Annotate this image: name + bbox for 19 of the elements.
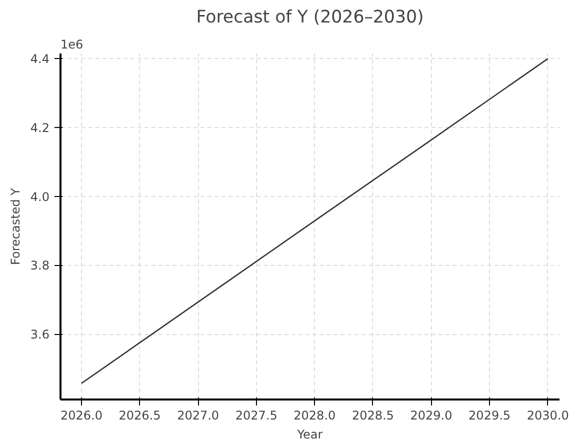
y-axis-title: Forecasted Y (8, 187, 22, 265)
x-tick-label: 2030.0 (526, 408, 569, 422)
x-tick-label: 2028.0 (294, 408, 336, 422)
x-tick-label: 2029.0 (410, 408, 452, 422)
x-tick-label: 2028.5 (352, 408, 394, 422)
y-tick-label: 3.8 (30, 258, 50, 273)
y-tick-label: 4.0 (30, 190, 50, 204)
x-tick-label: 2026.0 (60, 408, 102, 422)
line-series (80, 58, 548, 384)
y-tick-label: 4.2 (30, 121, 50, 136)
x-tick-label: 2027.5 (235, 408, 278, 422)
text: 1e6 (60, 38, 84, 52)
y-tick-label: 3.6 (30, 328, 50, 342)
y-tick-label: 4.4 (30, 52, 50, 66)
x-axis-title: Year (296, 428, 323, 442)
x-tick-label: 2026.5 (118, 408, 161, 422)
x-tick-label: 2027.0 (177, 408, 220, 422)
x-tick-label: 2029.5 (468, 408, 511, 422)
chart-title: Forecast of Y (2026–2030) (196, 8, 424, 28)
